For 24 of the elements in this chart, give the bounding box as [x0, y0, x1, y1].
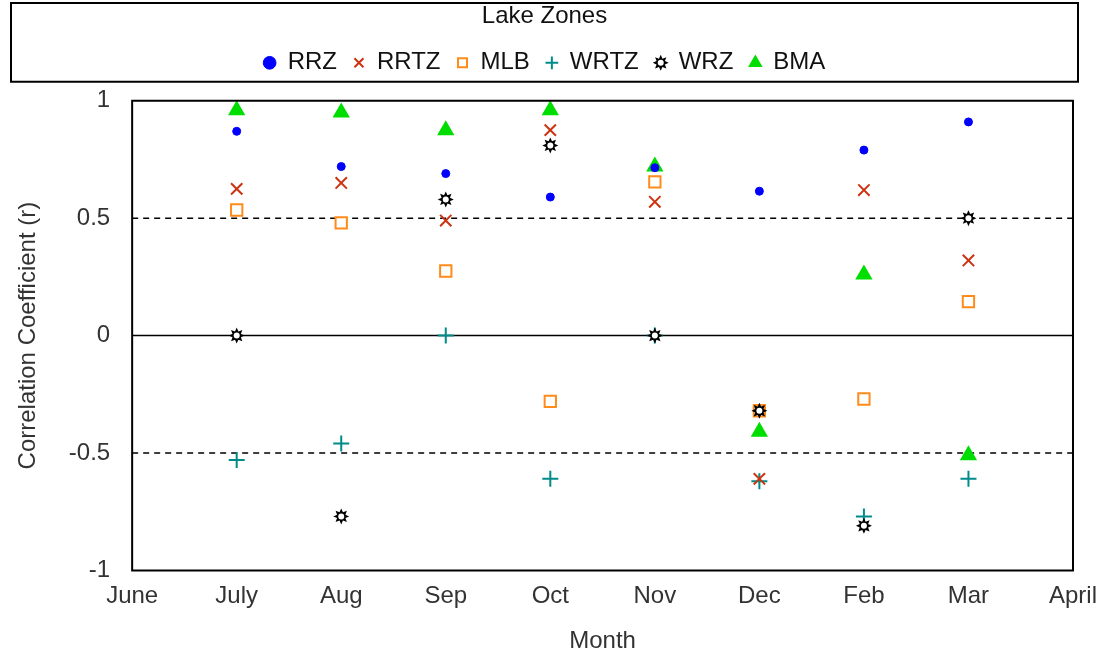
legend-label: WRTZ	[569, 47, 639, 75]
x-tick-label: April	[1048, 581, 1097, 609]
legend-label: RRTZ	[376, 47, 441, 75]
x-tick-label: July	[215, 581, 259, 609]
x-axis-title: Month	[569, 626, 636, 654]
y-axis-title: Correlation Coefficient (r)	[13, 201, 41, 470]
y-tick-label: -1	[88, 555, 111, 583]
legend-title: Lake Zones	[481, 0, 608, 28]
x-tick-label: Sep	[424, 581, 468, 609]
x-tick-label: Oct	[531, 581, 570, 609]
legend-label: MLB	[480, 47, 530, 75]
legend-label: RRZ	[287, 47, 337, 75]
x-tick-label: Nov	[633, 581, 677, 609]
x-tick-label: Aug	[319, 581, 363, 609]
y-tick-label: -0.5	[68, 437, 111, 465]
x-tick-label: Dec	[738, 581, 781, 609]
x-tick-label: June	[106, 581, 159, 609]
y-tick-label: 1	[96, 85, 111, 113]
legend-label: BMA	[773, 47, 826, 75]
legend-label: WRZ	[678, 47, 734, 75]
x-tick-label: Mar	[947, 581, 990, 609]
x-tick-label: Feb	[843, 581, 885, 609]
y-tick-label: 0.5	[76, 202, 111, 230]
y-tick-label: 0	[96, 320, 111, 348]
